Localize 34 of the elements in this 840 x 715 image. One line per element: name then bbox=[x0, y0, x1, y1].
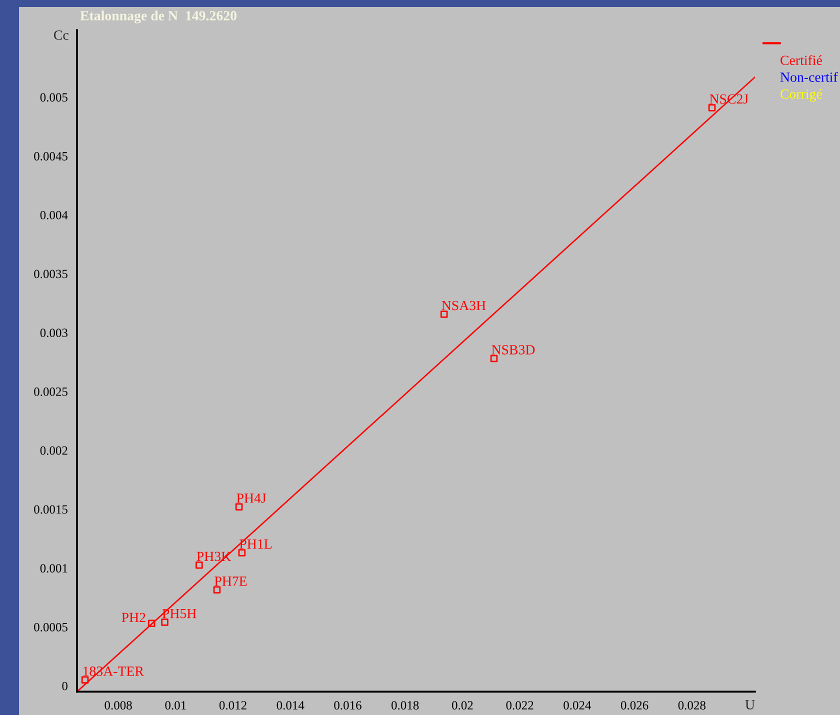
legend-label: Non-certif bbox=[780, 72, 838, 82]
annotation: PH7E bbox=[214, 576, 247, 586]
y-tick-label: 0.0025 bbox=[34, 387, 68, 396]
y-tick-label: 0.005 bbox=[40, 93, 68, 102]
legend-label: Certifié bbox=[780, 55, 822, 66]
annotation: PH5H bbox=[162, 608, 196, 618]
y-tick-label: 0.001 bbox=[40, 564, 68, 573]
x-tick-label: 0.014 bbox=[276, 701, 304, 710]
y-tick-label: 0.003 bbox=[40, 328, 68, 338]
y-tick-label: 0.0015 bbox=[34, 505, 68, 514]
y-axis-title: Cc bbox=[54, 30, 68, 40]
y-tick-label: 0.0035 bbox=[34, 270, 68, 278]
x-tick-label: 0.026 bbox=[620, 701, 648, 710]
x-tick-label: 0.024 bbox=[564, 701, 592, 710]
y-tick-label: 0.004 bbox=[40, 210, 68, 220]
x-tick-label: 0.01 bbox=[165, 701, 186, 710]
x-tick-label: 0.02 bbox=[452, 701, 473, 710]
annotation: PH1L bbox=[240, 539, 272, 549]
y-tick-label: 0.0045 bbox=[34, 152, 68, 160]
annotation: NSB3D bbox=[492, 345, 535, 354]
x-tick-label: 0.018 bbox=[392, 701, 419, 710]
x-tick-label: 0.008 bbox=[104, 701, 132, 710]
annotation: PH4J bbox=[236, 494, 266, 503]
annotation: NSA3H bbox=[442, 300, 486, 310]
annotation: PH2 bbox=[122, 612, 146, 622]
x-axis-title: U bbox=[745, 700, 755, 710]
y-tick-label: 0.0005 bbox=[34, 622, 68, 632]
y-tick-label: 0 bbox=[62, 682, 68, 690]
x-tick-label: 0.022 bbox=[506, 701, 534, 710]
x-tick-label: 0.016 bbox=[334, 701, 362, 710]
y-tick-label: 0.002 bbox=[40, 446, 68, 455]
x-tick-label: 0.012 bbox=[219, 701, 246, 710]
legend-label: Corrigé bbox=[780, 88, 822, 102]
x-tick-label: 0.028 bbox=[678, 701, 706, 710]
